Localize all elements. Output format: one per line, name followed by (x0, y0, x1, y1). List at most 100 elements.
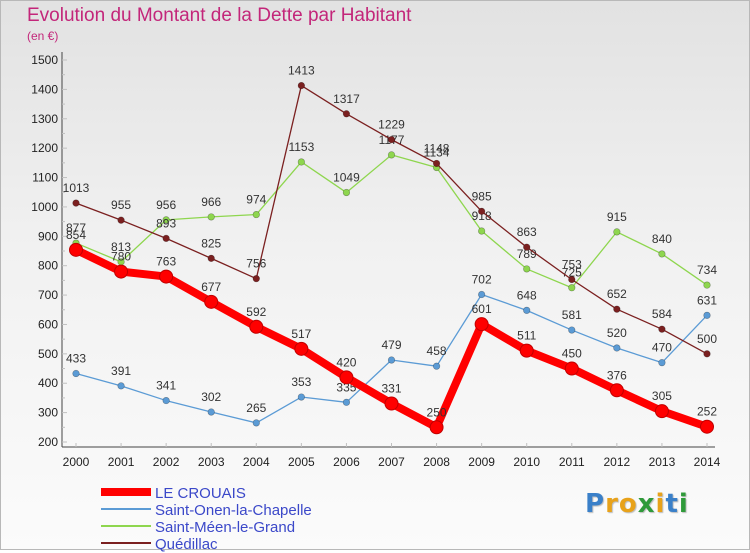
y-tick-label: 400 (38, 376, 58, 390)
y-tick-label: 1000 (31, 200, 58, 214)
legend-label: Quédillac (155, 536, 218, 553)
data-point (342, 110, 351, 118)
data-point (297, 393, 305, 401)
logo-letter: P (585, 489, 606, 519)
data-point (703, 311, 711, 319)
x-tick-label: 2003 (198, 455, 225, 469)
y-tick-label: 700 (38, 288, 58, 302)
chart-unit: (en €) (27, 29, 59, 43)
x-tick-label: 2000 (63, 455, 90, 469)
data-point (114, 264, 129, 279)
data-label: 1317 (333, 92, 360, 106)
legend-label: LE CROUAIS (155, 485, 246, 502)
data-point (432, 362, 441, 370)
y-tick-label: 1500 (31, 53, 58, 67)
data-label: 391 (111, 364, 131, 378)
legend-swatch-saint-onen (101, 508, 151, 510)
x-tick-label: 2011 (559, 455, 585, 469)
data-point (658, 359, 666, 367)
data-label: 677 (201, 280, 221, 294)
x-tick-label: 2014 (694, 455, 721, 469)
x-tick-label: 2002 (153, 455, 180, 469)
data-point (252, 210, 260, 219)
data-label: 893 (156, 216, 176, 230)
data-point (297, 158, 305, 166)
data-point (478, 227, 486, 235)
data-label: 813 (111, 240, 131, 254)
legend-label: Saint-Onen-la-Chapelle (155, 502, 312, 519)
data-label: 1134 (424, 146, 450, 160)
y-tick-label: 1300 (31, 112, 58, 126)
legend-item: Quédillac (99, 536, 439, 553)
y-tick-label: 1400 (31, 82, 58, 96)
data-point (117, 216, 125, 224)
data-point (159, 269, 174, 284)
data-label: 966 (201, 195, 221, 209)
data-label: 955 (111, 198, 131, 212)
x-tick-label: 2001 (108, 455, 135, 469)
data-label: 702 (472, 272, 492, 286)
data-point (613, 344, 621, 352)
data-point (568, 284, 576, 292)
data-label: 1013 (63, 181, 90, 195)
data-point (387, 136, 396, 144)
data-point (609, 383, 624, 398)
data-label: 305 (652, 389, 672, 403)
data-point (387, 356, 396, 364)
data-point (432, 159, 441, 168)
data-label: 458 (427, 344, 447, 358)
legend-swatch-quedillac (101, 542, 151, 544)
data-point (72, 369, 80, 378)
data-point (207, 254, 215, 262)
data-point (700, 419, 714, 434)
data-label: 1413 (288, 64, 315, 78)
data-label: 470 (652, 341, 672, 355)
data-label: 250 (427, 405, 447, 419)
data-point (72, 199, 80, 207)
data-point (654, 404, 669, 419)
data-label: 763 (156, 255, 176, 269)
y-tick-label: 1100 (32, 171, 58, 185)
data-point (294, 341, 309, 356)
data-point (297, 81, 305, 90)
data-point (519, 343, 534, 358)
legend-label: Saint-Méen-le-Grand (155, 519, 296, 536)
x-tick-label: 2008 (423, 455, 450, 469)
data-point (523, 306, 531, 314)
data-point (568, 275, 576, 284)
data-point (474, 317, 489, 332)
data-point (523, 265, 531, 273)
data-label: 479 (381, 338, 401, 352)
legend: LE CROUAIS Saint-Onen-la-Chapelle Saint-… (99, 485, 439, 553)
data-point (613, 305, 621, 313)
data-label: 956 (156, 198, 176, 212)
data-label: 1153 (288, 140, 314, 154)
data-point (69, 242, 83, 257)
data-label: 500 (697, 332, 717, 346)
data-point (342, 398, 351, 406)
data-label: 517 (291, 327, 311, 341)
logo-letter: r (605, 489, 619, 519)
data-point (207, 408, 215, 416)
legend-item: Saint-Onen-la-Chapelle (99, 502, 439, 519)
data-label: 974 (246, 193, 266, 207)
proxiti-logo: Proxiti (585, 489, 689, 519)
data-point (162, 396, 170, 405)
data-label: 1148 (424, 141, 450, 155)
data-point (564, 361, 579, 376)
data-label: 601 (472, 302, 492, 316)
legend-swatch-le-crouais (101, 488, 151, 496)
data-label: 734 (697, 263, 717, 277)
data-label: 648 (517, 288, 537, 302)
data-label: 420 (336, 355, 356, 369)
data-label: 756 (246, 257, 266, 271)
data-label: 780 (111, 250, 131, 264)
data-point (478, 290, 486, 299)
logo-letter: t (665, 489, 679, 519)
data-point (207, 213, 215, 221)
x-tick-label: 2007 (378, 455, 405, 469)
data-point (384, 396, 399, 411)
y-tick-label: 200 (38, 435, 58, 449)
data-label: 854 (66, 228, 86, 242)
